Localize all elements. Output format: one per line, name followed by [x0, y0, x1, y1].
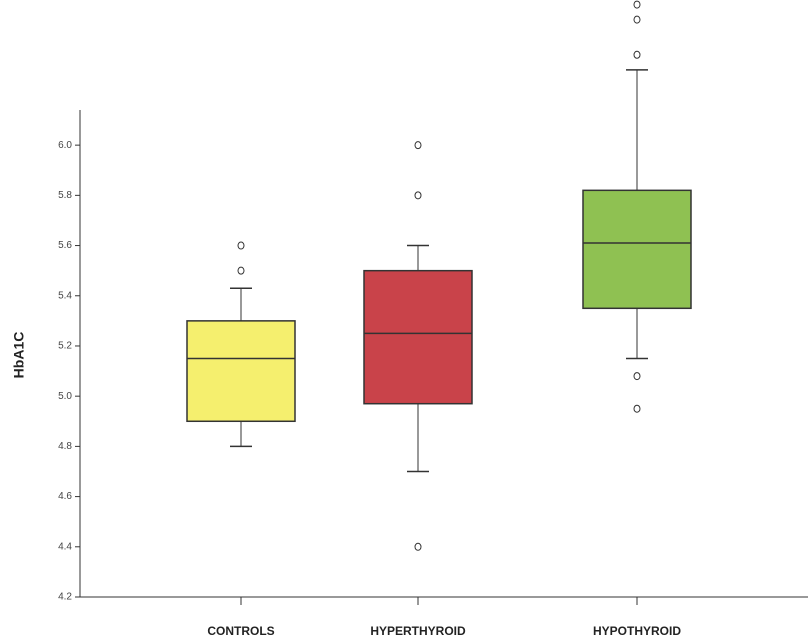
outlier: [414, 191, 422, 200]
box: [363, 269, 473, 405]
y-tick-label: 5.2: [58, 341, 72, 352]
outlier: [414, 141, 422, 150]
y-tick-label: 5.4: [58, 290, 72, 301]
y-tick-label: 5.0: [58, 391, 72, 402]
x-tick-label: CONTROLS: [207, 624, 274, 638]
box: [582, 189, 692, 310]
outlier: [633, 372, 641, 381]
y-tick-label: 4.6: [58, 491, 72, 502]
box: [186, 320, 296, 423]
outlier: [633, 50, 641, 59]
x-tick-label: HYPERTHYROID: [370, 624, 466, 638]
outlier: [414, 542, 422, 551]
y-axis-label: HbA1C: [11, 332, 27, 379]
y-tick-label: 4.4: [58, 541, 72, 552]
y-tick-label: 5.8: [58, 190, 72, 201]
outlier: [633, 404, 641, 413]
y-tick-label: 5.6: [58, 240, 72, 251]
outlier: [237, 241, 245, 250]
y-tick-label: 4.8: [58, 441, 72, 452]
outlier: [633, 15, 641, 24]
outlier: [633, 0, 641, 9]
outlier: [237, 266, 245, 275]
x-tick-label: HYPOTHYROID: [593, 624, 681, 638]
y-tick-label: 4.2: [58, 592, 72, 603]
y-tick-label: 6.0: [58, 140, 72, 151]
